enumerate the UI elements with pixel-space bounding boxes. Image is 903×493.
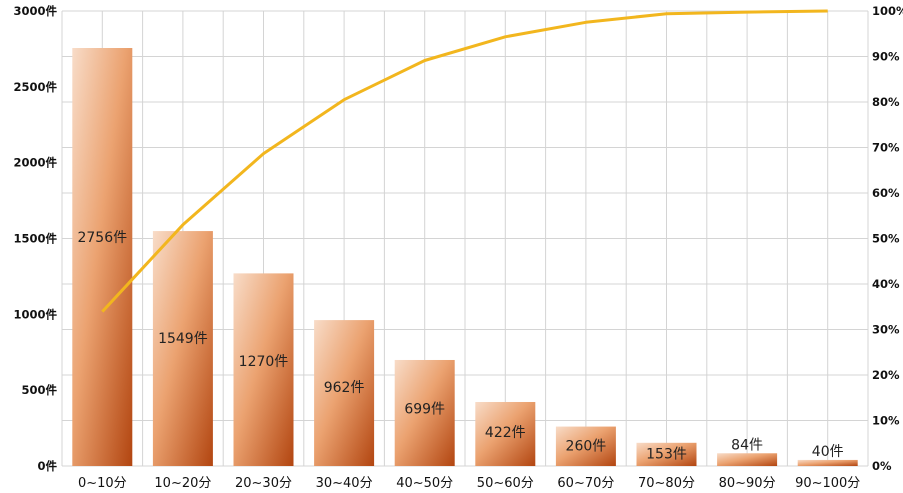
data-label: 40件 <box>812 444 844 460</box>
data-label: 84件 <box>731 437 763 453</box>
data-label: 1549件 <box>158 331 208 347</box>
bar <box>72 48 133 467</box>
x-tick-label: 20~30分 <box>235 476 292 491</box>
data-label: 1270件 <box>239 354 289 370</box>
y-right-tick-label: 60% <box>872 186 900 200</box>
y-right-tick-label: 80% <box>872 95 900 109</box>
bar <box>314 320 375 466</box>
bar <box>475 401 536 466</box>
bar <box>636 442 697 466</box>
bar <box>717 453 778 466</box>
x-tick-label: 0~10分 <box>78 476 127 491</box>
x-tick-label: 40~50分 <box>396 476 453 491</box>
y-left-tick-label: 2500件 <box>13 80 57 94</box>
y-left-tick-label: 3000件 <box>13 4 57 18</box>
y-right-tick-label: 0% <box>872 459 892 473</box>
data-label: 153件 <box>646 446 687 462</box>
bar <box>152 231 213 466</box>
y-left-tick-label: 0件 <box>37 459 57 473</box>
bar <box>394 359 455 466</box>
x-tick-label: 80~90分 <box>719 476 776 491</box>
x-tick-label: 90~100分 <box>795 476 860 491</box>
y-right-tick-label: 70% <box>872 141 900 155</box>
y-left-tick-label: 1500件 <box>13 232 57 246</box>
x-tick-label: 10~20分 <box>154 476 211 491</box>
x-tick-label: 60~70分 <box>557 476 614 491</box>
bar <box>797 459 858 466</box>
y-right-tick-label: 30% <box>872 323 900 337</box>
y-right-tick-label: 50% <box>872 232 900 246</box>
y-left-tick-label: 1000件 <box>13 307 57 321</box>
y-right-tick-label: 40% <box>872 277 900 291</box>
bar <box>233 273 294 466</box>
cumulative-line <box>101 9 828 313</box>
data-label: 699件 <box>404 402 445 418</box>
x-tick-label: 70~80分 <box>638 476 695 491</box>
y-left-tick-label: 500件 <box>21 383 57 397</box>
y-right-tick-label: 100% <box>872 4 903 18</box>
data-label: 2756件 <box>77 230 127 246</box>
y-right-tick-label: 20% <box>872 368 900 382</box>
y-right-tick-label: 90% <box>872 50 900 64</box>
data-label: 962件 <box>324 380 365 396</box>
x-tick-label: 30~40分 <box>316 476 373 491</box>
bar <box>555 426 616 466</box>
data-label: 260件 <box>566 438 607 454</box>
x-tick-label: 50~60分 <box>477 476 534 491</box>
y-right-tick-label: 10% <box>872 414 900 428</box>
data-label: 422件 <box>485 425 526 441</box>
y-left-tick-label: 2000件 <box>13 156 57 170</box>
